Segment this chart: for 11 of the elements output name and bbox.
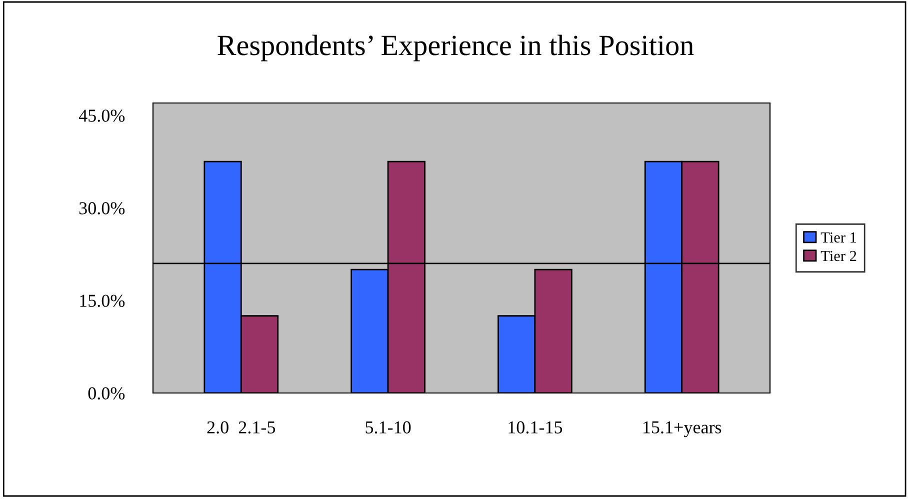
y-tick-label: 15.0% [80, 294, 125, 307]
x-tick-label: 10.1-15 [508, 421, 562, 434]
y-tick-label: 0.0% [88, 387, 125, 400]
legend-label: Tier 2 [820, 250, 856, 262]
x-tick-label: 15.1+years [644, 421, 722, 438]
legend-label: Tier 1 [820, 232, 856, 243]
x-tick-label: 5.1-10 [366, 421, 411, 434]
y-tick-label: 30.0% [79, 202, 125, 214]
chart-title: Respondents’ Experience in this Position [218, 34, 694, 62]
x-tick-label: 2.0 2.1-5 [207, 421, 276, 434]
y-tick-label: 45.0% [78, 110, 125, 122]
